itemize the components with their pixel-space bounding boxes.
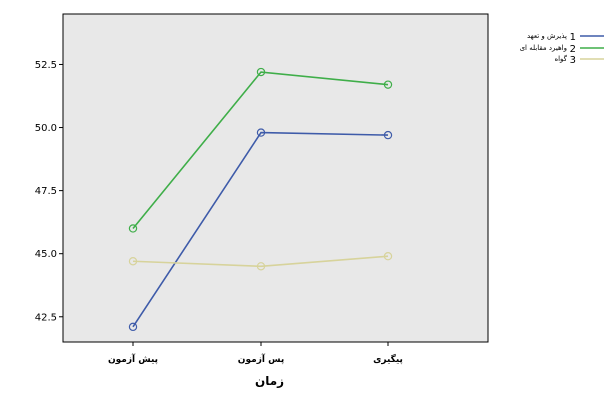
- plot-area: [62, 13, 489, 343]
- x-tick-label: پیش آزمون: [108, 353, 158, 365]
- y-tick-label: 50.0: [35, 123, 57, 134]
- y-tick-label: 45.0: [35, 249, 57, 260]
- data-point: [383, 252, 393, 261]
- series-lines: [128, 67, 393, 332]
- data-point: [128, 257, 138, 266]
- x-tick-label: پیگیری: [373, 353, 403, 365]
- data-point: [383, 130, 393, 140]
- series-line: [132, 71, 389, 229]
- legend-number: 2: [570, 44, 576, 55]
- data-point: [128, 322, 138, 332]
- data-point: [128, 224, 138, 233]
- data-point: [256, 67, 266, 77]
- y-tick-label: 47.5: [35, 186, 57, 197]
- data-point: [256, 262, 266, 271]
- x-tick-label: پس آزمون: [238, 353, 284, 365]
- data-point: [256, 128, 266, 137]
- series-line: [132, 255, 389, 268]
- y-axis: 42.5 45.0 47.5 50.0 52.5: [35, 60, 63, 323]
- data-point: [383, 80, 393, 89]
- y-tick-label: 42.5: [35, 312, 57, 323]
- y-tick-label: 52.5: [35, 60, 57, 71]
- legend-label: گواه: [554, 54, 567, 63]
- legend-label: پذیرش و تعهد: [527, 32, 567, 40]
- legend-label: واهیرد مقابله ای: [520, 44, 567, 52]
- legend-number: 1: [570, 32, 576, 43]
- legend-number: 3: [570, 55, 576, 66]
- x-axis-title: زمان: [255, 374, 284, 388]
- x-axis: پیش آزمون پس آزمون پیگیری: [108, 342, 403, 365]
- series-line: [132, 131, 389, 328]
